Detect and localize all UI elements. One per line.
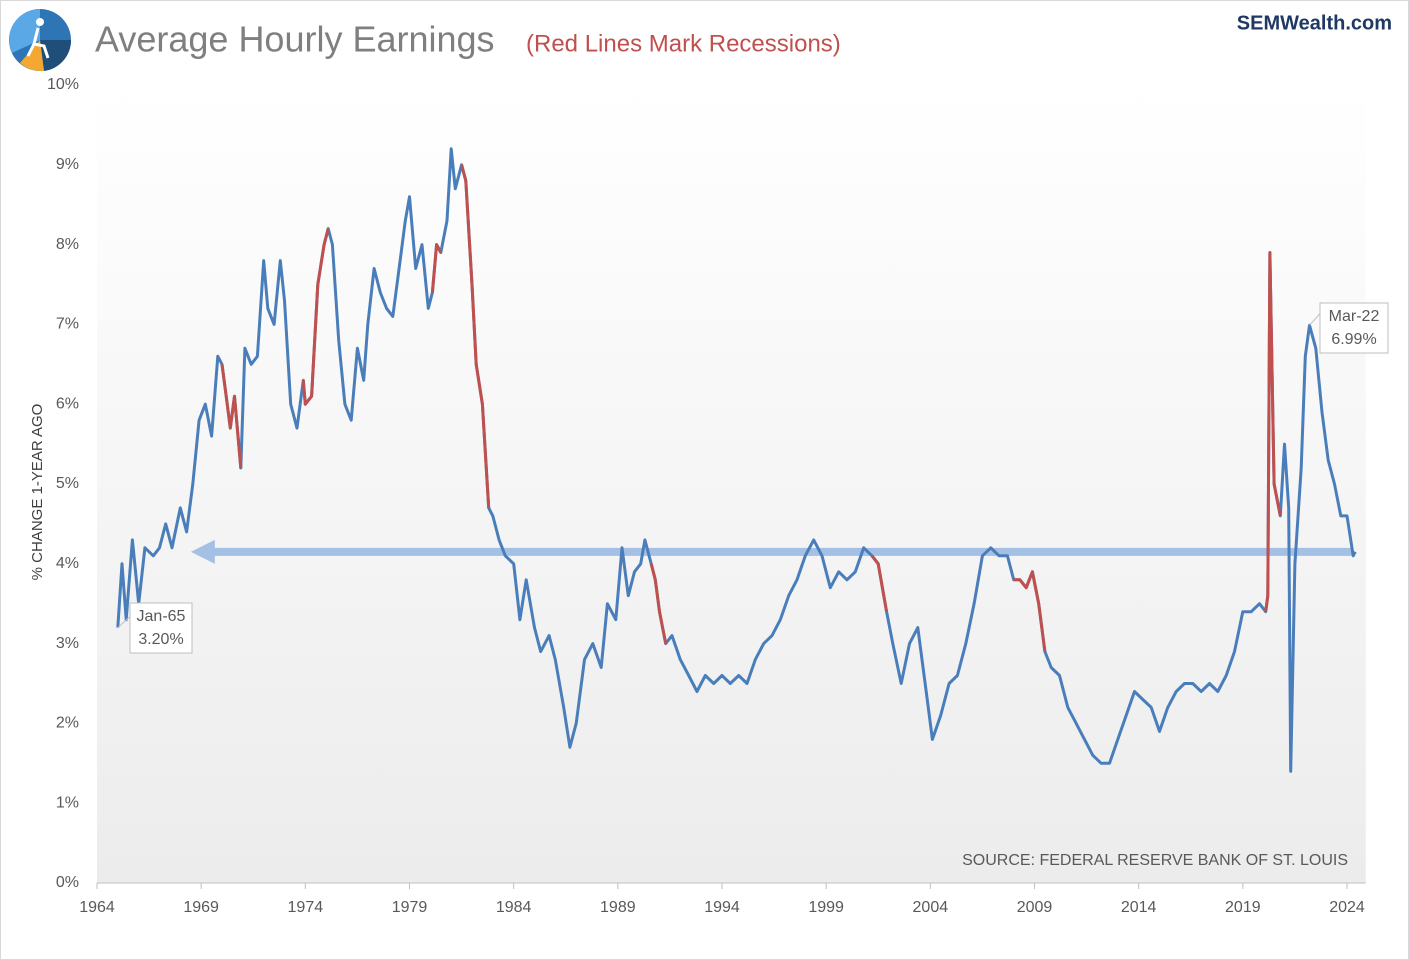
chart-subtitle: (Red Lines Mark Recessions) — [526, 30, 841, 57]
brand: SEMWealth.com — [1237, 12, 1392, 34]
x-tick-label: 1994 — [704, 899, 740, 916]
recession-line — [220, 364, 243, 469]
y-tick-label: 8% — [56, 236, 79, 253]
y-tick-label: 10% — [47, 76, 79, 93]
recession-line — [460, 164, 491, 508]
y-tick-label: 4% — [56, 555, 79, 572]
recession-line — [430, 243, 443, 293]
x-tick-label: 2004 — [913, 899, 949, 916]
x-tick-label: 2014 — [1121, 899, 1157, 916]
callout-label: Jan-65 — [137, 608, 186, 625]
recession-line — [1264, 251, 1282, 612]
y-tick-label: 9% — [56, 156, 79, 173]
recession-line — [870, 554, 889, 612]
logo — [9, 9, 72, 72]
x-tick-label: 1969 — [183, 899, 219, 916]
x-tick-label: 1964 — [79, 899, 115, 916]
plot-area — [97, 85, 1366, 883]
recession-line — [649, 563, 668, 644]
chart-title: Average Hourly Earnings — [95, 19, 495, 60]
callout-box — [1319, 302, 1389, 354]
x-tick-label: 1979 — [392, 899, 428, 916]
x-tick-label: 1989 — [600, 899, 636, 916]
source: SOURCE: FEDERAL RESERVE BANK OF ST. LOUI… — [962, 852, 1348, 869]
recession-line — [301, 228, 330, 406]
callout-box — [129, 602, 193, 654]
y-tick-label: 3% — [56, 635, 79, 652]
x-tick-label: 2024 — [1329, 899, 1365, 916]
line — [116, 147, 1357, 773]
y-tick-label: 2% — [56, 715, 79, 732]
y-tick-label: 7% — [56, 316, 79, 333]
recession-line — [1013, 570, 1047, 652]
x-tick-label: 1984 — [496, 899, 532, 916]
y-tick-label: 5% — [56, 475, 79, 492]
x-tick-label: 1999 — [808, 899, 844, 916]
x-tick-label: 2019 — [1225, 899, 1261, 916]
callout-label: Mar-22 — [1329, 308, 1380, 325]
x-tick-label: 2009 — [1017, 899, 1053, 916]
y-tick-label: 6% — [56, 395, 79, 412]
callout-value: 6.99% — [1331, 331, 1376, 348]
y-tick-label: 0% — [56, 874, 79, 891]
y-axis-label: % CHANGE 1-YEAR AGO — [29, 404, 46, 581]
callout-value: 3.20% — [138, 631, 183, 648]
y-tick-label: 1% — [56, 794, 79, 811]
x-tick-label: 1974 — [288, 899, 324, 916]
